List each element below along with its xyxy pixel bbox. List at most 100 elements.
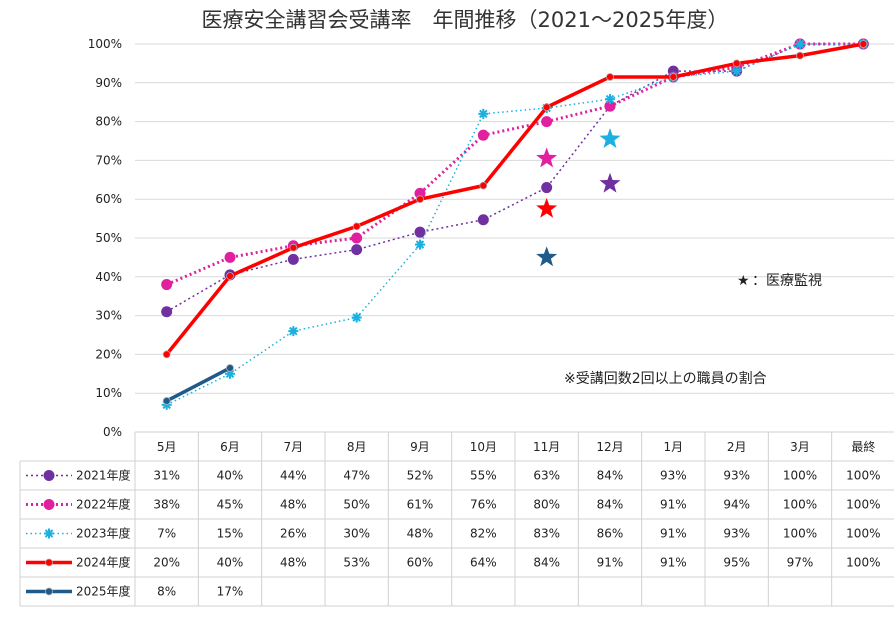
legend-label: 2022年度 xyxy=(76,497,131,512)
legend-marker xyxy=(43,470,55,481)
table-cell: 40% xyxy=(217,469,244,483)
data-point xyxy=(669,73,678,81)
data-point xyxy=(606,73,614,81)
category-label: 12月 xyxy=(596,440,623,454)
data-point xyxy=(477,129,489,141)
table-cell: 84% xyxy=(533,556,560,570)
y-tick-label: 70% xyxy=(95,153,122,167)
series-lines xyxy=(161,38,869,410)
table-cell: 63% xyxy=(533,469,560,483)
table-cell: 7% xyxy=(157,527,176,541)
data-point xyxy=(288,326,299,337)
table-cell: 38% xyxy=(153,498,180,512)
legend-marker xyxy=(43,499,55,510)
table-cell: 26% xyxy=(280,527,307,541)
category-label: 最終 xyxy=(851,439,875,454)
category-label: 5月 xyxy=(157,440,177,454)
data-point xyxy=(541,116,553,128)
table-cell: 93% xyxy=(723,527,750,541)
star-legend-mark: ★ xyxy=(737,273,750,289)
y-tick-label: 90% xyxy=(95,76,122,90)
table-cell: 95% xyxy=(723,556,750,570)
table-cell: 15% xyxy=(217,527,244,541)
table-cell: 61% xyxy=(407,498,434,512)
data-point xyxy=(287,253,299,265)
table-cell: 94% xyxy=(723,498,750,512)
data-point xyxy=(226,272,234,280)
table-cell: 91% xyxy=(597,556,624,570)
series-line xyxy=(166,43,864,406)
table-cell: 48% xyxy=(280,556,307,570)
marker-core xyxy=(290,328,296,334)
table-cell: 31% xyxy=(153,469,180,483)
data-table: 5月 6月 7月 8月 9月 10月 11月 12月 1月 2月 3月 最終 2021年度 31% 40% 4… xyxy=(19,431,894,607)
table-cell: 45% xyxy=(217,498,244,512)
marker-core xyxy=(734,68,740,74)
legend-marker xyxy=(45,587,53,596)
audit-stars xyxy=(536,128,621,267)
table-cell: 64% xyxy=(470,556,497,570)
table-cell: 84% xyxy=(597,498,624,512)
legend-label: 2024年度 xyxy=(76,555,131,570)
table-cell: 83% xyxy=(533,527,560,541)
data-point xyxy=(541,182,553,194)
table-cell: 100% xyxy=(846,556,880,570)
legend-label: 2023年度 xyxy=(76,526,131,541)
data-point xyxy=(605,94,615,105)
table-cell: 47% xyxy=(343,469,370,483)
table-cell: 40% xyxy=(217,556,244,570)
chart-title: 医療安全講習会受講率 年間推移（2021～2025年度） xyxy=(202,8,729,32)
data-point xyxy=(224,251,236,263)
table-cell: 76% xyxy=(470,498,497,512)
data-point xyxy=(415,239,425,250)
data-point xyxy=(796,51,804,60)
table-cell: 48% xyxy=(407,527,434,541)
data-point xyxy=(478,108,489,119)
table-cell: 48% xyxy=(280,498,307,512)
series-line xyxy=(165,42,864,356)
table-cell: 53% xyxy=(343,556,370,570)
data-point xyxy=(226,364,234,372)
data-point xyxy=(351,232,363,244)
table-cell: 44% xyxy=(280,469,307,483)
table-cell: 86% xyxy=(597,527,624,541)
table-cell: 100% xyxy=(783,498,817,512)
y-axis-ticks: 0% 10% 20% 30% 40% 50% 60% 70% 80% 90% 100% xyxy=(88,37,122,439)
marker-core xyxy=(607,96,613,102)
table-cell: 91% xyxy=(660,527,687,541)
data-point xyxy=(479,181,488,190)
legend-marker xyxy=(45,558,53,567)
data-point xyxy=(161,306,173,318)
y-tick-label: 20% xyxy=(95,347,122,361)
data-point xyxy=(604,100,616,112)
table-cell: 93% xyxy=(660,469,687,483)
table-cell: 8% xyxy=(157,585,176,599)
marker-core xyxy=(354,315,360,321)
legend-label: 2025年度 xyxy=(76,584,131,599)
audit-star xyxy=(536,246,558,267)
chart-note: ※受講回数2回以上の職員の割合 xyxy=(564,370,767,387)
star-legend-text: ：医療監視 xyxy=(752,272,822,289)
data-point xyxy=(352,222,361,231)
category-label: 8月 xyxy=(347,440,367,454)
category-label: 7月 xyxy=(284,440,304,454)
marker-core xyxy=(480,111,486,117)
data-point xyxy=(732,59,741,68)
marker-core xyxy=(797,41,803,47)
data-point xyxy=(161,279,173,291)
table-cell: 100% xyxy=(783,527,817,541)
series-line xyxy=(165,366,231,403)
data-point xyxy=(162,397,171,405)
table-cell: 30% xyxy=(343,527,370,541)
audit-star xyxy=(536,197,558,218)
legend-label: 2021年度 xyxy=(76,468,131,483)
table-cell: 91% xyxy=(660,498,687,512)
table-cell: 91% xyxy=(660,556,687,570)
marker-core xyxy=(417,242,423,248)
marker-core xyxy=(46,531,52,536)
table-cell: 93% xyxy=(723,469,750,483)
category-label: 9月 xyxy=(410,440,430,454)
table-cell: 82% xyxy=(470,527,497,541)
gridlines xyxy=(135,43,894,433)
